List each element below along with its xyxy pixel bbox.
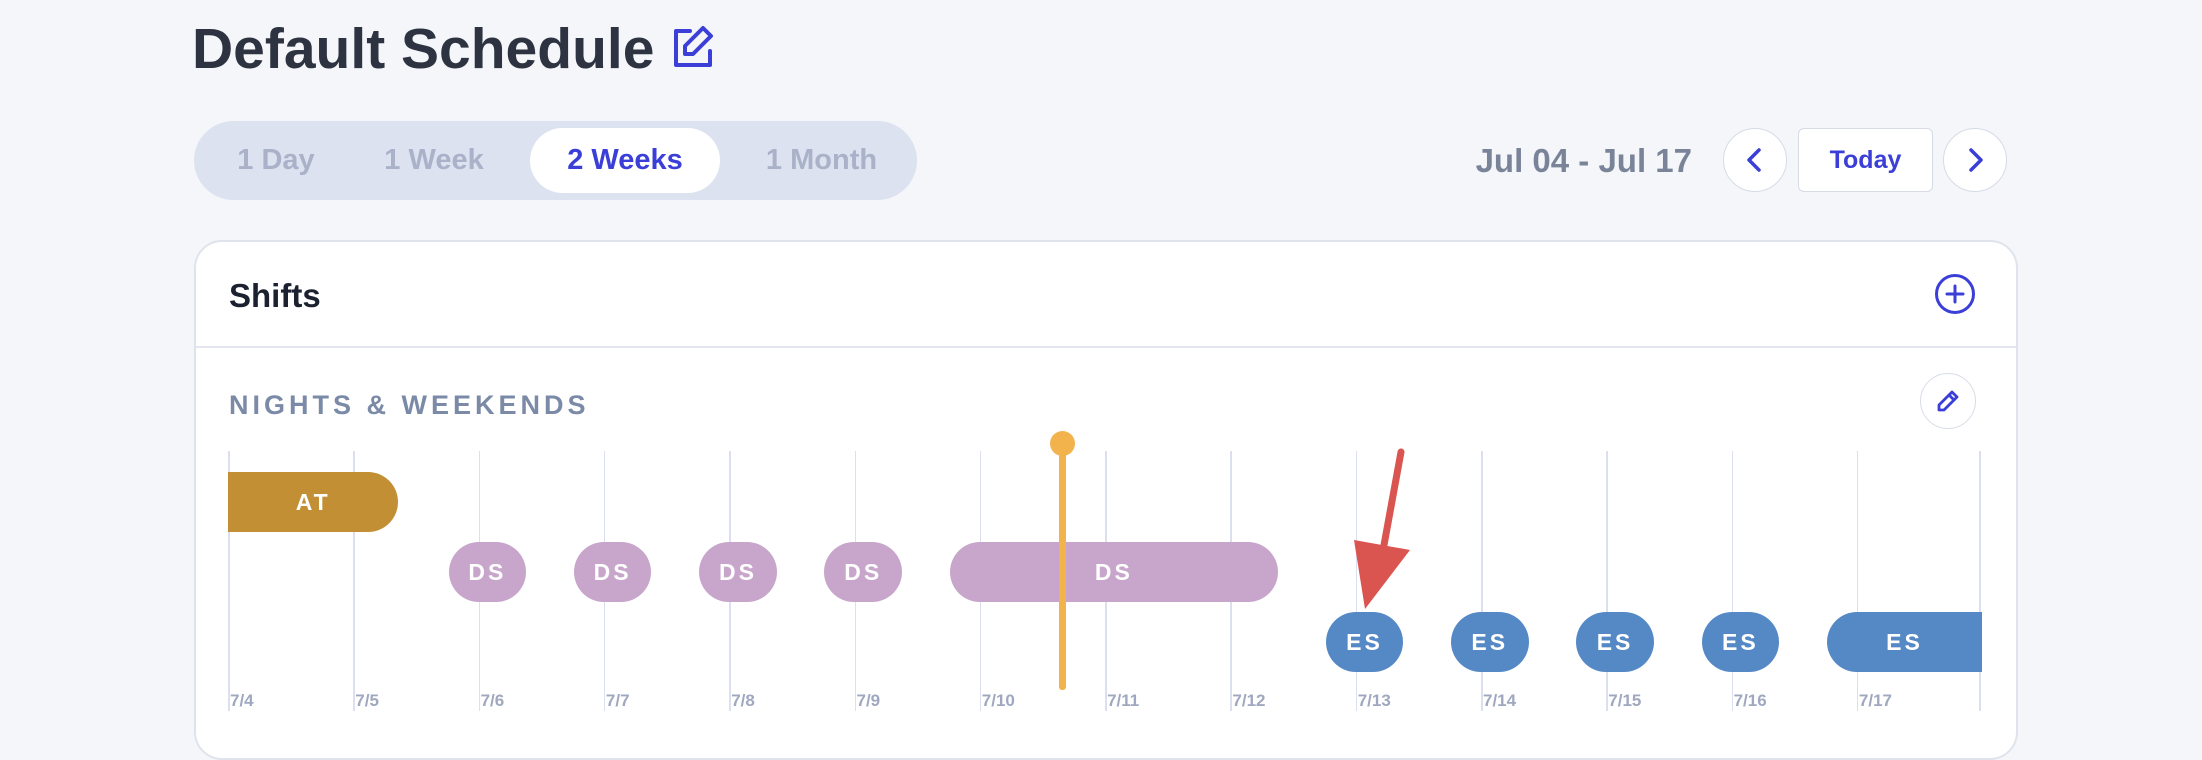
card-divider (196, 346, 2016, 348)
shift-block-at[interactable]: AT (228, 472, 399, 532)
range-selector: 1 Day 1 Week 2 Weeks 1 Month (194, 121, 917, 200)
shift-block-ds[interactable]: DS (448, 542, 527, 602)
pencil-icon (1937, 390, 1959, 412)
shift-block-es[interactable]: ES (1576, 612, 1654, 672)
add-shift-button[interactable] (1934, 273, 1976, 315)
page-title: Default Schedule (192, 17, 655, 81)
shift-block-es[interactable]: ES (1701, 612, 1780, 672)
range-option-2-weeks[interactable]: 2 Weeks (530, 128, 720, 193)
range-option-1-month[interactable]: 1 Month (765, 144, 878, 176)
edit-section-button[interactable] (1920, 373, 1976, 429)
plus-circle-icon (1935, 274, 1975, 314)
shift-block-es[interactable]: ES (1325, 612, 1404, 672)
annotation-arrow-icon (1354, 448, 1410, 609)
shift-block-ds[interactable]: DS (824, 542, 903, 602)
range-option-1-day[interactable]: 1 Day (237, 144, 315, 176)
shift-block-es[interactable]: ES (1450, 612, 1529, 672)
shift-block-es[interactable]: ES (1826, 612, 1983, 672)
edit-title-button[interactable] (668, 24, 716, 72)
date-range-label: Jul 04 - Jul 17 (1475, 142, 1692, 179)
previous-period-button[interactable] (1723, 128, 1787, 192)
shifts-title: Shifts (229, 277, 321, 314)
chevron-left-icon (1747, 148, 1761, 172)
chevron-right-icon (1969, 148, 1983, 172)
shift-block-ds[interactable]: DS (573, 542, 652, 602)
shift-block-ds[interactable]: DS (699, 542, 777, 602)
next-period-button[interactable] (1943, 128, 2007, 192)
shifts-card: Shifts NIGHTS & WEEKENDS (194, 240, 2018, 760)
section-title: NIGHTS & WEEKENDS (229, 390, 590, 420)
edit-square-icon (674, 26, 713, 67)
range-option-1-week[interactable]: 1 Week (384, 144, 484, 176)
shift-block-ds[interactable]: DS (949, 542, 1278, 602)
today-button[interactable]: Today (1798, 128, 1933, 192)
